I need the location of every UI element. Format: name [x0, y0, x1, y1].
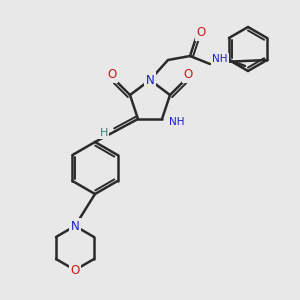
Text: O: O: [70, 263, 80, 277]
Text: O: O: [183, 68, 193, 82]
Text: N: N: [146, 74, 154, 86]
Text: NH: NH: [169, 117, 184, 127]
Text: N: N: [70, 220, 80, 232]
Text: NH: NH: [212, 54, 227, 64]
Text: O: O: [107, 68, 117, 82]
Text: H: H: [100, 128, 108, 138]
Text: O: O: [196, 26, 206, 40]
